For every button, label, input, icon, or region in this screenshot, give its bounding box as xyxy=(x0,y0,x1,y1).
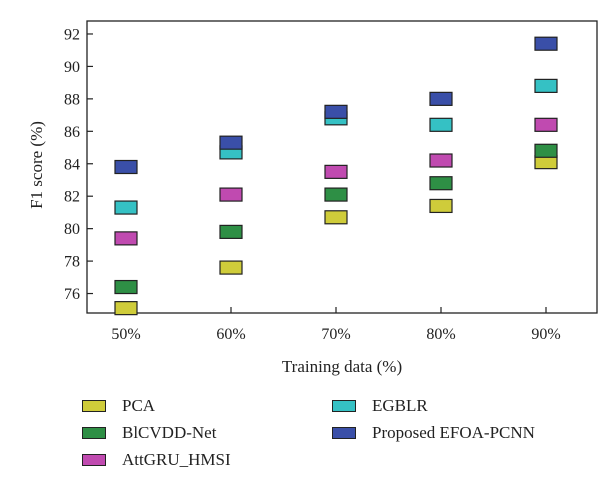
y-tick-label: 84 xyxy=(64,156,80,173)
legend-swatch xyxy=(82,427,106,439)
legend-item: AttGRU_HMSI xyxy=(82,450,231,470)
data-marker-attgru-hmsi xyxy=(534,117,558,132)
data-marker-proposed-efoa-pcnn xyxy=(324,104,348,119)
data-marker-proposed-efoa-pcnn xyxy=(429,91,453,106)
x-tick-label: 60% xyxy=(216,326,245,343)
data-marker-attgru-hmsi xyxy=(429,153,453,168)
legend-item: BlCVDD-Net xyxy=(82,423,216,443)
data-marker-egblr xyxy=(534,78,558,93)
y-tick-label: 86 xyxy=(64,124,80,141)
y-tick-label: 92 xyxy=(64,26,80,43)
legend-item: PCA xyxy=(82,396,155,416)
legend-label: AttGRU_HMSI xyxy=(122,450,231,469)
y-tick-label: 90 xyxy=(64,59,80,76)
legend-label: PCA xyxy=(122,396,156,415)
data-marker-pca xyxy=(324,210,348,225)
data-marker-proposed-efoa-pcnn xyxy=(114,159,138,175)
data-marker-attgru-hmsi xyxy=(114,231,138,246)
chart-canvas: 76 78 80 82 84 86 88 90 92 50% 60% 70% 80% 90% Traini… xyxy=(27,20,598,376)
data-marker-proposed-efoa-pcnn xyxy=(534,36,558,51)
legend-item: Proposed EFOA-PCNN xyxy=(332,423,535,443)
legend-label: EGBLR xyxy=(372,396,428,415)
legend-label: BlCVDD-Net xyxy=(122,423,217,442)
data-marker-egblr xyxy=(114,200,138,215)
data-marker-attgru-hmsi xyxy=(324,164,348,179)
data-marker-blcvdd-net xyxy=(114,279,138,295)
data-marker-attgru-hmsi xyxy=(219,187,243,202)
x-tick-label: 80% xyxy=(426,326,455,343)
legend-swatch xyxy=(332,427,356,439)
legend-swatch xyxy=(332,400,356,412)
legend-swatch xyxy=(82,400,106,412)
data-marker-egblr xyxy=(429,117,453,132)
data-marker-pca xyxy=(429,198,453,214)
legend-label: Proposed EFOA-PCNN xyxy=(372,423,535,442)
x-tick-label: 90% xyxy=(531,326,560,343)
y-tick-label: 80 xyxy=(64,221,80,238)
data-marker-blcvdd-net xyxy=(324,187,348,202)
data-marker-blcvdd-net xyxy=(534,143,558,158)
data-marker-pca xyxy=(219,260,243,275)
data-marker-pca xyxy=(114,301,138,316)
legend-swatch xyxy=(82,454,106,466)
y-tick-label: 88 xyxy=(64,91,80,108)
legend-item: EGBLR xyxy=(332,396,428,416)
plot-frame xyxy=(86,20,598,314)
data-marker-blcvdd-net xyxy=(429,176,453,191)
data-marker-blcvdd-net xyxy=(219,224,243,239)
y-axis-title: F1 score (%) xyxy=(27,121,46,209)
x-axis-title: Training data (%) xyxy=(282,357,402,376)
y-tick-label: 78 xyxy=(64,254,80,271)
x-tick-label: 50% xyxy=(111,326,140,343)
data-marker-proposed-efoa-pcnn xyxy=(219,135,243,150)
y-tick-label: 76 xyxy=(64,286,80,303)
x-tick-label: 70% xyxy=(321,326,350,343)
y-tick-label: 82 xyxy=(64,189,80,206)
